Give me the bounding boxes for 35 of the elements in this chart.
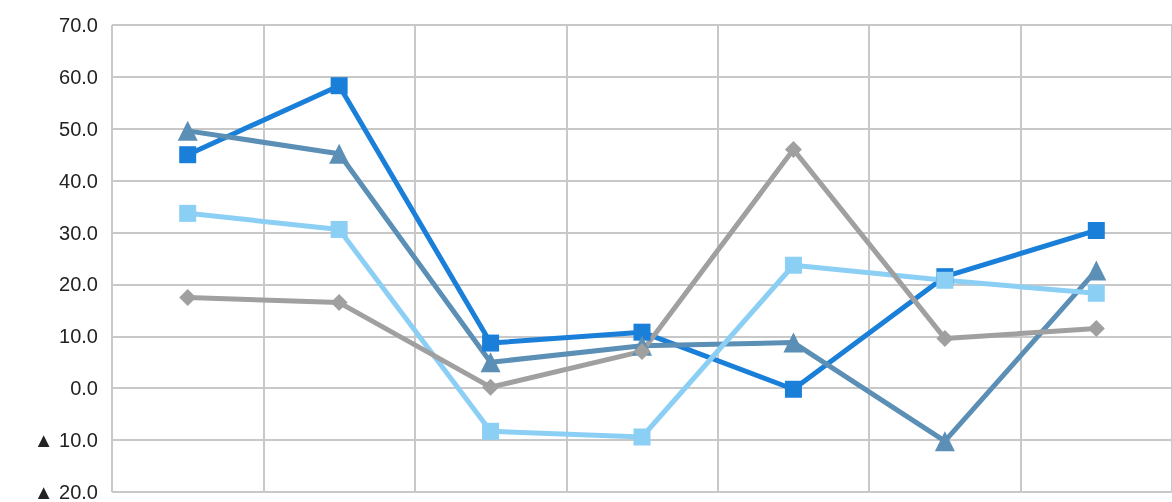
y-tick-label: 30.0 [59, 221, 98, 244]
point [1087, 221, 1105, 239]
y-tick-label: 60.0 [59, 65, 98, 88]
point [179, 288, 197, 306]
point [482, 334, 500, 352]
point [633, 342, 651, 360]
point [179, 146, 197, 164]
point [330, 220, 348, 238]
point [480, 352, 501, 373]
y-tick-label: ▲ 10.0 [33, 429, 98, 452]
point [329, 143, 350, 164]
point [482, 422, 500, 440]
point [1087, 320, 1105, 338]
y-tick-label: 70.0 [59, 14, 98, 36]
y-tick-label: ▲ 20.0 [33, 481, 98, 502]
point [330, 294, 348, 312]
point [330, 77, 348, 95]
point [1087, 284, 1105, 302]
point [482, 378, 500, 396]
point [784, 141, 802, 159]
y-tick-label: 50.0 [59, 117, 98, 140]
point [1086, 260, 1107, 281]
y-tick-label: 0.0 [70, 377, 98, 400]
point [934, 431, 955, 452]
y-tick-label: 20.0 [59, 273, 98, 296]
point [177, 120, 198, 141]
y-tick-label: 10.0 [59, 325, 98, 348]
point [784, 380, 802, 398]
point [633, 323, 651, 341]
point [936, 329, 954, 347]
point [179, 204, 197, 222]
point [784, 256, 802, 274]
y-tick-label: 40.0 [59, 169, 98, 192]
point [783, 332, 804, 353]
point [633, 428, 651, 446]
